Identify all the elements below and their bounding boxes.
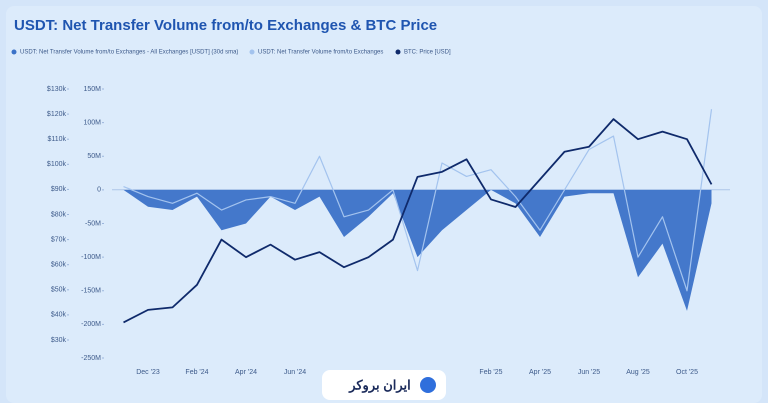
y-tick-label: $40k — [51, 312, 67, 319]
x-tick-label: Dec '23 — [136, 369, 160, 376]
y-tick-label: $30k — [51, 337, 67, 344]
logo-box — [322, 370, 446, 400]
y2-tick-label: 50M — [87, 153, 101, 160]
y-tick-label: $120k — [47, 111, 67, 118]
y-tick-label: $110k — [47, 136, 66, 143]
y-tick-label: $60k — [51, 262, 67, 269]
x-tick-label: Oct '25 — [676, 369, 698, 376]
legend-marker — [249, 49, 255, 55]
chart-title: USDT: Net Transfer Volume from/to Exchan… — [14, 17, 437, 34]
x-tick-label: Apr '24 — [235, 369, 257, 376]
footer-logo: ایران بروکر — [348, 377, 411, 393]
area — [123, 189, 712, 311]
y-tick-label: $100k — [47, 161, 67, 168]
legend-label: USDT: Net Transfer Volume from/to Exchan… — [20, 50, 238, 56]
logo-icon — [420, 377, 436, 393]
x-tick-label: Jun '25 — [578, 369, 600, 376]
y2-tick-label: -100M — [81, 254, 101, 261]
x-tick-label: Jun '24 — [284, 369, 306, 376]
y2-tick-label: -150M — [81, 288, 101, 295]
legend-label: USDT: Net Transfer Volume from/to Exchan… — [258, 50, 383, 56]
y2-tick-label: -200M — [81, 321, 101, 328]
legend-label: BTC: Price [USD] — [404, 50, 451, 56]
line — [123, 118, 713, 324]
y-tick-label: $80k — [51, 211, 67, 218]
y2-tick-label: 150M — [83, 86, 101, 93]
y-tick-label: $50k — [51, 287, 67, 294]
y-tick-label: $70k — [51, 236, 67, 243]
y-tick-label: $90k — [51, 186, 67, 193]
y-tick-label: $130k — [47, 86, 67, 93]
y2-tick-label: -250M — [81, 355, 101, 362]
line — [123, 109, 713, 292]
x-tick-label: Apr '25 — [529, 369, 551, 376]
x-tick-label: Feb '24 — [185, 369, 208, 376]
legend-marker — [11, 49, 17, 55]
card — [6, 6, 762, 403]
x-tick-label: Feb '25 — [479, 369, 502, 376]
x-tick-label: Aug '25 — [626, 369, 650, 376]
y2-tick-label: 0 — [97, 187, 101, 194]
legend-marker — [395, 49, 401, 55]
y2-tick-label: -50M — [85, 220, 101, 227]
y2-tick-label: 100M — [83, 119, 101, 126]
